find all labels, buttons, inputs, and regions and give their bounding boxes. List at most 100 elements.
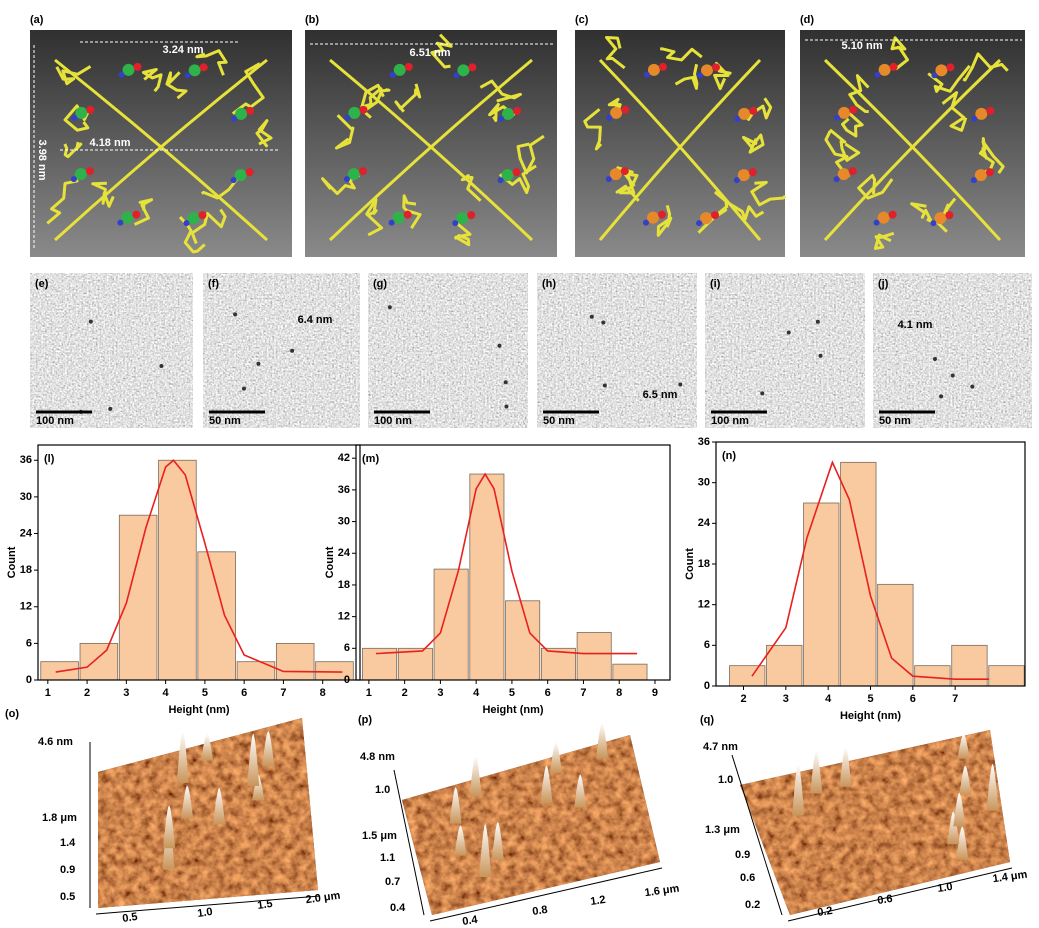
molecule-bond [750,180,787,207]
y-tick-label: 12 [338,611,350,623]
particle [601,320,606,325]
x-tick-label: 1 [366,687,372,699]
metal-atom [738,107,751,120]
x-tick-label: 6 [910,693,916,705]
afm-peak [469,755,482,797]
molecule-bond [231,62,265,115]
atom [748,168,757,177]
molecule-bond [605,35,626,70]
panel-label: (i) [710,278,721,290]
molecule-bond [713,61,732,91]
atom [970,177,977,184]
atom [606,114,613,121]
tem-image [203,273,360,428]
x-tick-label: 2.0 μm [305,890,341,907]
y-tick-label: 12 [20,601,32,613]
axis-line [95,895,321,915]
afm-peak [262,731,275,767]
bar [612,663,648,681]
atom [132,210,141,219]
metal-atom [348,106,361,119]
axis-line [787,867,1013,922]
y-tick-label: 6 [344,642,350,654]
atom [388,219,395,226]
dimension-label: 3.24 nm [163,44,204,56]
afm-peak [957,733,970,759]
metal-atom [700,64,713,77]
y-tick-label: 1.5 μm [362,830,397,842]
bar [158,459,197,681]
panel-label: (a) [30,14,44,26]
x-tick-label: 3 [783,693,789,705]
axis-line [393,769,425,916]
x-tick-label: 0.4 [462,914,480,928]
molecule-bond [255,119,273,148]
panel-label: (p) [358,714,372,726]
x-tick-label: 2 [740,693,746,705]
x-tick-label: 0.6 [877,893,894,907]
particle [950,373,955,378]
tem-image [368,273,528,428]
particle [815,319,820,324]
molecule-bond [841,111,864,138]
panel-label: (q) [700,714,714,726]
molecule-bond [141,68,163,93]
scale-label: 50 nm [879,415,911,427]
metal-atom [877,211,890,224]
particle [256,361,261,366]
metal-atom [647,211,660,224]
metal-atom [700,212,713,225]
particle [760,391,765,396]
particle [108,406,113,411]
molecule-bond [583,108,603,151]
molecule-bond [334,114,355,150]
atom [86,105,95,114]
y-tick-label: 0.4 [390,902,406,914]
metal-atom [934,212,947,225]
y-tick-label: 24 [338,547,351,559]
scale-label: 100 nm [711,415,749,427]
x-tick-label: 0.2 [817,905,834,919]
panel-label: (d) [800,14,814,26]
molecule-bond [365,197,384,237]
x-axis-label: Height (nm) [482,704,543,716]
bar [540,647,576,681]
dimension-label: 4.18 nm [90,137,131,149]
metal-atom [935,64,948,77]
bar [766,644,803,687]
afm-peak [201,733,214,761]
z-tick-label: 4.7 nm [703,741,738,753]
x-tick-label: 9 [652,687,658,699]
y-tick-label: 36 [20,454,32,466]
molecule-bond [165,71,188,100]
panel-label: (h) [542,278,556,290]
particle [241,386,246,391]
y-axis-label: Count [324,546,336,578]
molecule-bond [362,88,391,119]
metal-atom [609,168,622,181]
x-tick-label: 8 [616,687,622,699]
y-tick-label: 6 [704,639,710,651]
atom [118,71,125,78]
afm-texture [402,735,660,915]
afm-peak [176,731,189,783]
afm-peak [479,824,492,878]
scale-label: 50 nm [543,415,575,427]
y-tick-label: 0 [704,680,710,692]
x-tick-label: 4 [825,693,832,705]
x-tick-label: 1 [45,687,51,699]
molecule-bond [890,36,909,71]
particle [504,404,509,409]
metal-atom [122,63,135,76]
molecule-bond [394,83,422,113]
molecule-bond [498,164,537,195]
y-tick-label: 1.1 [380,852,395,864]
afm-peak [252,774,265,801]
bar [840,461,877,687]
fit-curve [375,472,638,655]
molecule-bond [962,52,1009,82]
bar [433,568,469,681]
tem-image [30,273,193,428]
atom [183,220,190,227]
